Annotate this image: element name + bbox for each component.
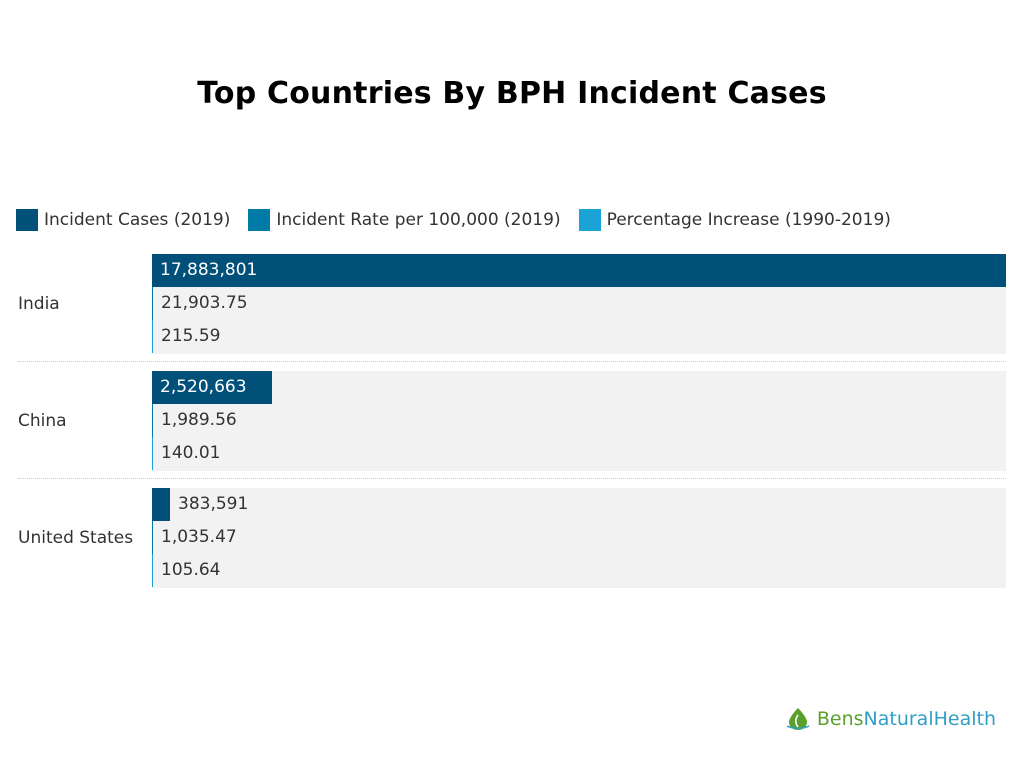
country-group-united-states: United States 383,591 1,035.47 105.64: [0, 488, 1024, 588]
bar-row-united-states-incident-cases: 383,591: [152, 488, 1006, 521]
brand-name-part-1: Bens: [816, 708, 864, 730]
bar-track-india: 17,883,801 21,903.75 215.59: [152, 254, 1006, 354]
bar-label-india-incident-cases: 17,883,801: [160, 260, 258, 280]
bar-united-states-percentage-increase: [152, 554, 153, 587]
bar-row-china-incident-cases: 2,520,663: [152, 371, 1006, 404]
bar-label-india-percentage-increase: 215.59: [161, 326, 221, 346]
bar-china-percentage-increase: [152, 437, 153, 470]
bar-row-india-percentage-increase: 215.59: [152, 320, 1006, 353]
bar-united-states-incident-rate: [152, 521, 153, 554]
brand-name-part-2: NaturalHealth: [863, 708, 996, 730]
bar-row-united-states-incident-rate: 1,035.47: [152, 521, 1006, 554]
leaf-drop-icon: [786, 708, 810, 730]
group-separator: [18, 361, 1006, 362]
legend-item-percentage-increase: Percentage Increase (1990-2019): [578, 209, 891, 231]
bar-label-india-incident-rate: 21,903.75: [161, 293, 248, 313]
bar-row-india-incident-rate: 21,903.75: [152, 287, 1006, 320]
group-separator: [18, 478, 1006, 479]
country-group-china: China 2,520,663 1,989.56 140.01: [0, 371, 1024, 471]
legend-label-percentage-increase: Percentage Increase (1990-2019): [606, 210, 891, 230]
bar-row-india-incident-cases: 17,883,801: [152, 254, 1006, 287]
chart-title: Top Countries By BPH Incident Cases: [197, 76, 827, 111]
category-label-china: China: [18, 411, 67, 431]
legend-item-incident-rate: Incident Rate per 100,000 (2019): [248, 209, 561, 231]
bar-track-china: 2,520,663 1,989.56 140.01: [152, 371, 1006, 471]
bar-china-incident-rate: [152, 404, 153, 437]
category-label-united-states: United States: [18, 528, 134, 548]
bar-label-united-states-incident-rate: 1,035.47: [161, 527, 237, 547]
bar-label-china-percentage-increase: 140.01: [161, 443, 221, 463]
legend-swatch-incident-rate: [248, 209, 271, 231]
bar-label-china-incident-rate: 1,989.56: [161, 410, 237, 430]
bar-track-united-states: 383,591 1,035.47 105.64: [152, 488, 1006, 588]
legend-swatch-incident-cases: [16, 209, 38, 231]
bar-india-percentage-increase: [152, 320, 153, 353]
brand-logo: Bens NaturalHealth: [785, 706, 996, 732]
bar-india-incident-rate: [152, 287, 153, 320]
category-label-india: India: [18, 294, 60, 314]
country-group-india: India 17,883,801 21,903.75 215.59: [0, 254, 1024, 354]
legend-label-incident-rate: Incident Rate per 100,000 (2019): [276, 210, 561, 230]
legend: Incident Cases (2019) Incident Rate per …: [16, 206, 909, 234]
bar-united-states-incident-cases: [152, 488, 170, 521]
bar-label-china-incident-cases: 2,520,663: [160, 377, 247, 397]
bar-label-united-states-percentage-increase: 105.64: [161, 560, 221, 580]
bar-row-china-percentage-increase: 140.01: [152, 437, 1006, 470]
legend-label-incident-cases: Incident Cases (2019): [44, 210, 231, 230]
bar-row-united-states-percentage-increase: 105.64: [152, 554, 1006, 587]
bar-label-united-states-incident-cases: 383,591: [178, 494, 249, 514]
legend-item-incident-cases: Incident Cases (2019): [16, 209, 230, 231]
bar-row-china-incident-rate: 1,989.56: [152, 404, 1006, 437]
legend-swatch-percentage-increase: [578, 209, 601, 231]
bar-china-incident-cases: [152, 371, 272, 404]
bar-india-incident-cases: [152, 254, 1006, 287]
